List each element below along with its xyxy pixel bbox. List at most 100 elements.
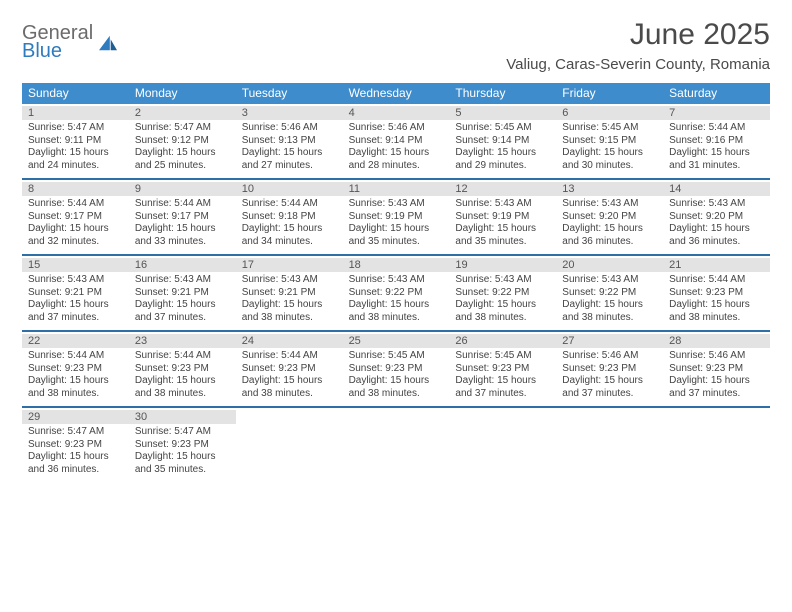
daylight-text: Daylight: 15 hours — [669, 375, 766, 388]
empty-day-cell — [449, 408, 556, 482]
week-row: 22Sunrise: 5:44 AMSunset: 9:23 PMDayligh… — [22, 332, 770, 408]
day-number-band: 10 — [236, 182, 343, 196]
day-number: 3 — [242, 107, 337, 119]
day-cell: 8 Sunrise: 5:44 AMSunset: 9:17 PMDaylight… — [22, 180, 129, 254]
day-cell: 7Sunrise: 5:44 AMSunset: 9:16 PMDaylight… — [663, 104, 770, 178]
daylight-text: Daylight: 15 hours — [242, 299, 339, 312]
day-number: 8 — [28, 183, 123, 195]
sunset-text: Sunset: 9:22 PM — [349, 287, 446, 300]
day-number: 20 — [562, 259, 657, 271]
day-number: 4 — [349, 107, 444, 119]
week-row: 15 Sunrise: 5:43 AM Sunset: 9:21 PM Dayligh… — [22, 256, 770, 332]
day-number: 25 — [349, 335, 444, 347]
sunrise-text: Sunrise: 5:44 AM — [28, 198, 125, 211]
daylight-text: Daylight: 15 hours — [455, 375, 552, 388]
day-number-band: 25 — [343, 334, 450, 348]
daylight-text: Daylight: 15 hours — [242, 375, 339, 388]
sunset-text: Sunset: 9:23 PM — [669, 363, 766, 376]
daylight-text: Daylight: 15 hours — [669, 147, 766, 160]
day-cell: 23Sunrise: 5:44 AMSunset: 9:23 PMDayligh… — [129, 332, 236, 406]
day-number-band: 28 — [663, 334, 770, 348]
sunrise-text: Sunrise: 5:44 AM — [669, 122, 766, 135]
daylight-text: and 34 minutes. — [242, 236, 339, 249]
daylight-text: Daylight: 15 hours — [242, 147, 339, 160]
weekday-friday: Friday — [556, 83, 663, 104]
sunset-text: Sunset: 9:11 PM — [28, 135, 125, 148]
day-number-band: 21 — [663, 258, 770, 272]
daylight-text: Daylight: 15 hours — [135, 223, 232, 236]
weekday-sunday: Sunday — [22, 83, 129, 104]
day-number-band: 9 — [129, 182, 236, 196]
day-number-band: 11 — [343, 182, 450, 196]
daylight-text: Daylight: 15 hours — [28, 375, 125, 388]
brand-logo: General Blue — [22, 24, 119, 60]
daylight-text: and 25 minutes. — [135, 160, 232, 173]
day-number: 1 — [28, 107, 123, 119]
sunrise-text: Sunrise: 5:45 AM — [455, 350, 552, 363]
sunrise-text: Sunrise: 5:45 AM — [349, 350, 446, 363]
title-block: June 2025 Valiug, Caras-Severin County, … — [506, 18, 770, 73]
day-number-band: 16 — [129, 258, 236, 272]
daylight-text: and 36 minutes. — [28, 464, 125, 477]
day-cell: 20Sunrise: 5:43 AMSunset: 9:22 PMDayligh… — [556, 256, 663, 330]
sunrise-text: Sunrise: 5:46 AM — [242, 122, 339, 135]
day-number-band: 8 — [22, 182, 129, 196]
sunrise-text: Sunrise: 5:43 AM — [135, 274, 232, 287]
day-number: 21 — [669, 259, 764, 271]
weekday-header-row: Sunday Monday Tuesday Wednesday Thursday… — [22, 83, 770, 104]
sunrise-text: Sunrise: 5:43 AM — [455, 198, 552, 211]
sunrise-text: Sunrise: 5:43 AM — [349, 274, 446, 287]
day-number: 2 — [135, 107, 230, 119]
empty-day-cell — [343, 408, 450, 482]
sunset-text: Sunset: 9:23 PM — [28, 363, 125, 376]
day-cell: 22Sunrise: 5:44 AMSunset: 9:23 PMDayligh… — [22, 332, 129, 406]
daylight-text: Daylight: 15 hours — [242, 223, 339, 236]
day-cell: 16Sunrise: 5:43 AMSunset: 9:21 PMDayligh… — [129, 256, 236, 330]
sunrise-text: Sunrise: 5:44 AM — [242, 198, 339, 211]
daylight-text: and 38 minutes. — [349, 312, 446, 325]
day-cell: 5Sunrise: 5:45 AMSunset: 9:14 PMDaylight… — [449, 104, 556, 178]
day-cell: 17Sunrise: 5:43 AMSunset: 9:21 PMDayligh… — [236, 256, 343, 330]
sunset-text: Sunset: 9:15 PM — [562, 135, 659, 148]
daylight-text: Daylight: 15 hours — [349, 223, 446, 236]
day-cell: 26Sunrise: 5:45 AMSunset: 9:23 PMDayligh… — [449, 332, 556, 406]
day-cell: 21Sunrise: 5:44 AMSunset: 9:23 PMDayligh… — [663, 256, 770, 330]
day-number: 19 — [455, 259, 550, 271]
sunrise-text: Sunrise: 5:43 AM — [669, 198, 766, 211]
sunrise-text: Sunrise: 5:45 AM — [562, 122, 659, 135]
day-number-band: 7 — [663, 106, 770, 120]
day-number-band: 1 — [22, 106, 129, 120]
sunset-text: Sunset: 9:19 PM — [349, 211, 446, 224]
day-number-band: 12 — [449, 182, 556, 196]
daylight-text: Daylight: 15 hours — [562, 299, 659, 312]
daylight-text: Daylight: 15 hours — [28, 223, 125, 236]
day-cell: 10 Sunrise: 5:44 AMSunset: 9:18 PMDayligh… — [236, 180, 343, 254]
day-number-band: 27 — [556, 334, 663, 348]
sunset-text: Sunset: 9:22 PM — [455, 287, 552, 300]
day-number: 18 — [349, 259, 444, 271]
day-number: 15 — [28, 259, 123, 271]
daylight-text: and 38 minutes. — [562, 312, 659, 325]
week-row: 1 Sunrise: 5:47 AMSunset: 9:11 PM Daylight… — [22, 104, 770, 180]
sunrise-text: Sunrise: 5:46 AM — [669, 350, 766, 363]
day-number-band: 22 — [22, 334, 129, 348]
sunrise-text: Sunrise: 5:44 AM — [242, 350, 339, 363]
daylight-text: Daylight: 15 hours — [669, 223, 766, 236]
day-cell: 19Sunrise: 5:43 AMSunset: 9:22 PMDayligh… — [449, 256, 556, 330]
daylight-text: and 38 minutes. — [28, 388, 125, 401]
sunset-text: Sunset: 9:23 PM — [349, 363, 446, 376]
sunrise-text: Sunrise: 5:47 AM — [28, 122, 125, 135]
sunset-text: Sunset: 9:22 PM — [562, 287, 659, 300]
day-number: 23 — [135, 335, 230, 347]
daylight-text: Daylight: 15 hours — [669, 299, 766, 312]
sunset-text: Sunset: 9:18 PM — [242, 211, 339, 224]
daylight-text: Daylight: 15 hours — [562, 147, 659, 160]
day-number-band: 13 — [556, 182, 663, 196]
sunset-text: Sunset: 9:21 PM — [28, 287, 125, 300]
week-row: 29Sunrise: 5:47 AMSunset: 9:23 PMDayligh… — [22, 408, 770, 482]
sunset-text: Sunset: 9:17 PM — [28, 211, 125, 224]
daylight-text: and 31 minutes. — [669, 160, 766, 173]
weeks-container: 1 Sunrise: 5:47 AMSunset: 9:11 PM Daylight… — [22, 104, 770, 482]
weekday-monday: Monday — [129, 83, 236, 104]
day-number: 14 — [669, 183, 764, 195]
